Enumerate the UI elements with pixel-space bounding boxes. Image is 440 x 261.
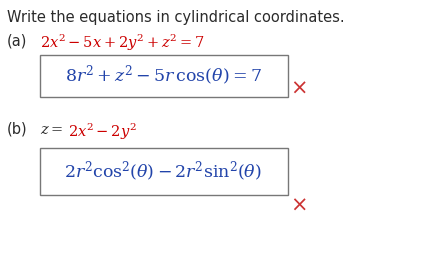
Text: $\times$: $\times$ [290, 195, 306, 215]
Text: $\times$: $\times$ [290, 78, 306, 98]
Text: Write the equations in cylindrical coordinates.: Write the equations in cylindrical coord… [7, 10, 345, 25]
Text: (b): (b) [7, 122, 28, 137]
Text: $2r^2\mathrm{cos}^2(\theta) - 2r^2\mathrm{sin}^2(\theta)$: $2r^2\mathrm{cos}^2(\theta) - 2r^2\mathr… [64, 160, 262, 184]
Text: $8r^2 + z^2 - 5r\,\mathrm{cos}(\theta) = 7$: $8r^2 + z^2 - 5r\,\mathrm{cos}(\theta) =… [65, 64, 261, 88]
FancyBboxPatch shape [40, 55, 288, 97]
Text: $2x^2 - 5x + 2y^2 + z^2 = 7$: $2x^2 - 5x + 2y^2 + z^2 = 7$ [40, 33, 205, 53]
Text: $z = $: $z = $ [40, 122, 63, 137]
FancyBboxPatch shape [40, 148, 288, 195]
Text: (a): (a) [7, 33, 27, 48]
Text: $2x^2 - 2y^2$: $2x^2 - 2y^2$ [68, 122, 137, 142]
